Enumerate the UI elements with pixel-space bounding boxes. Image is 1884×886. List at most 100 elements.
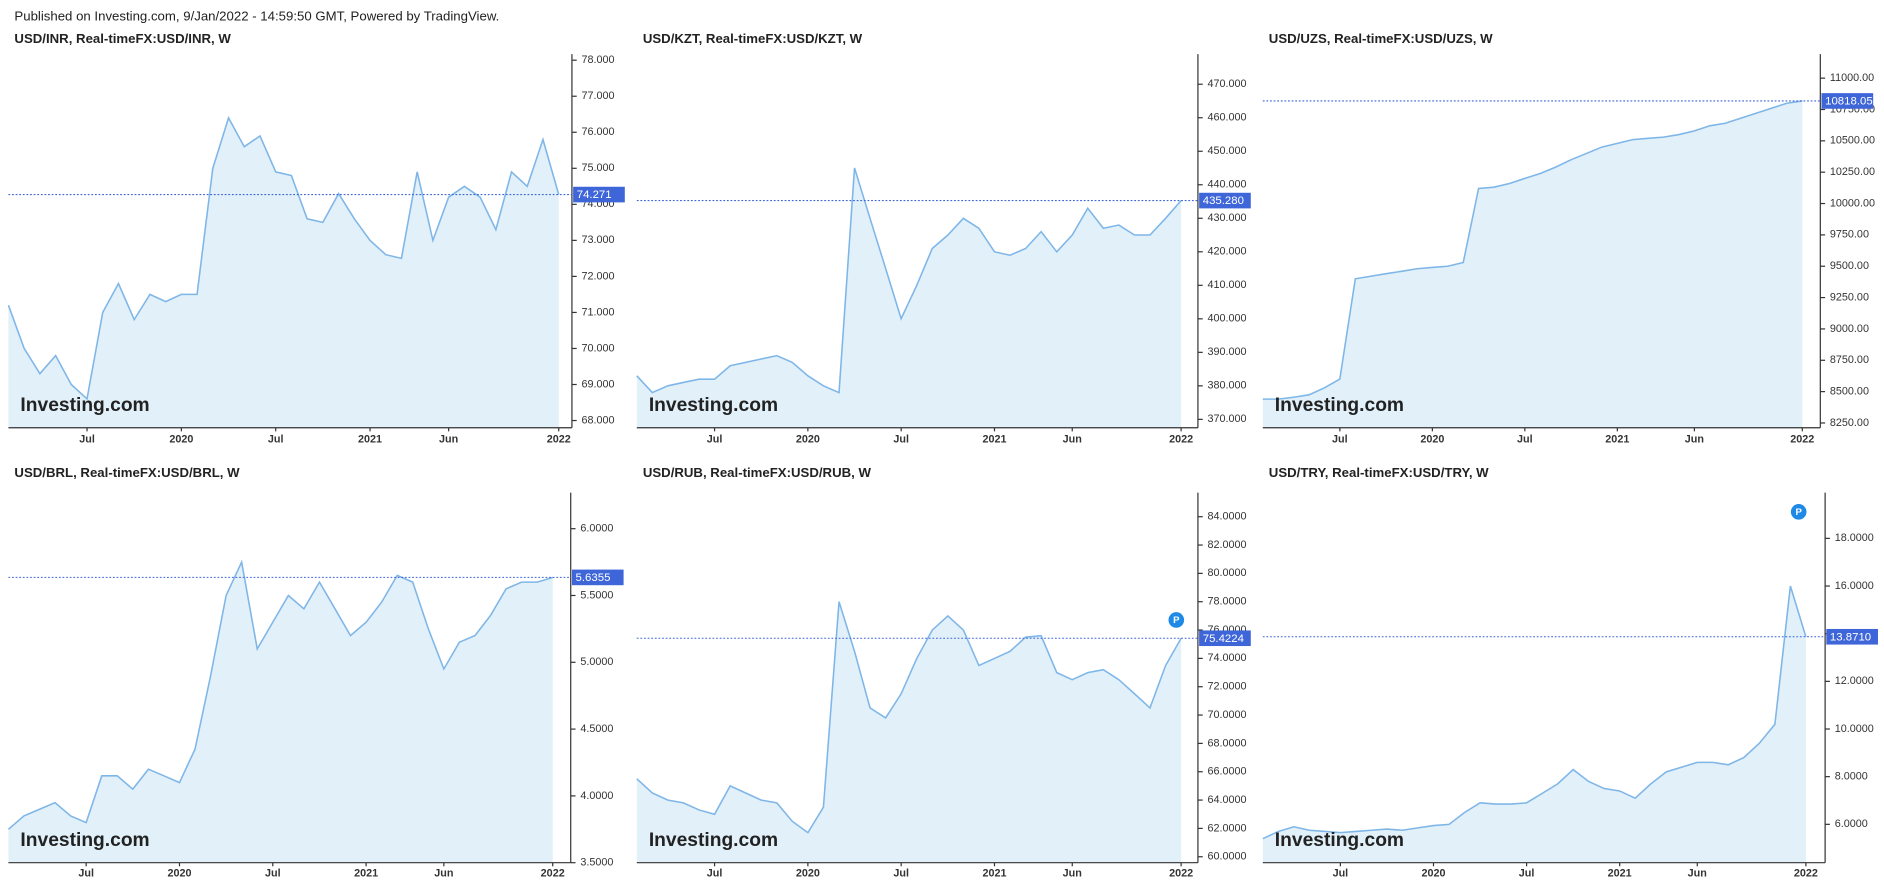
x-tick-label: Jul [707,867,723,879]
y-tick-label: 380.000 [1208,380,1247,392]
y-tick-label: 6.0000 [1835,818,1868,830]
y-tick-label: 410.000 [1208,279,1247,291]
chart-title: USD/RUB, Real-timeFX:USD/RUB, W [643,465,872,480]
y-tick-label: 9750.00 [1830,229,1869,241]
y-tick-label: 8500.00 [1830,385,1869,397]
price-line [7,115,560,401]
y-tick-label: 8.0000 [1835,771,1868,783]
y-tick-label: 69.000 [582,378,615,390]
area-fill [1262,100,1803,428]
y-tick-label: 4.5000 [580,723,613,735]
y-tick-label: 9250.00 [1830,291,1869,303]
x-tick-label: 2021 [982,867,1006,879]
y-tick-label: 9000.00 [1830,323,1869,335]
area-fill [1262,585,1806,863]
y-tick-label: 68.000 [582,414,615,426]
y-tick-label: 75.000 [582,162,615,174]
header: Published on Investing.com, 9/Jan/2022 -… [14,8,499,23]
y-tick-label: 4.0000 [580,790,613,802]
x-tick-label: 2020 [169,434,193,446]
x-tick-label: Jun [1685,434,1704,446]
x-tick-label: 2022 [1169,867,1193,879]
y-tick-label: 400.000 [1208,313,1247,325]
last-price-box [1199,192,1251,209]
watermark: Investing.com [20,395,149,416]
x-tick-label: 2022 [547,434,571,446]
y-tick-label: 78.000 [582,54,615,66]
chart-title: USD/BRL, Real-timeFX:USD/BRL, W [14,465,240,480]
y-tick-label: 11000.00 [1830,72,1874,84]
x-tick-label: Jun [1688,867,1707,879]
watermark: Investing.com [1275,395,1404,416]
last-price-box [571,569,624,586]
badge-label: P [1173,615,1180,626]
y-tick-label: 6.0000 [580,523,613,535]
y-tick-label: 72.000 [582,270,615,282]
y-tick-label: 8250.00 [1830,417,1869,429]
x-tick-label: 2022 [541,867,565,879]
x-tick-label: Jun [1063,867,1082,879]
price-line [1262,585,1807,840]
watermark: Investing.com [649,395,778,416]
y-tick-label: 5.0000 [580,656,613,668]
watermark: Investing.com [1275,830,1404,851]
y-tick-label: 80.0000 [1208,567,1247,579]
y-tick-label: 18.0000 [1835,532,1874,544]
x-tick-label: Jul [893,434,909,446]
y-tick-label: 420.000 [1208,246,1247,258]
x-tick-label: Jul [893,867,909,879]
badge-label: P [1795,507,1802,518]
y-tick-label: 5.5000 [580,589,613,601]
y-tick-label: 470.000 [1208,78,1247,90]
x-tick-label: 2021 [358,434,382,446]
y-tick-label: 62.0000 [1208,822,1247,834]
x-tick-label: 2022 [1794,867,1818,879]
y-tick-label: 73.000 [582,234,615,246]
x-tick-label: 2021 [982,434,1006,446]
y-tick-label: 66.0000 [1208,766,1247,778]
y-tick-label: 450.000 [1208,145,1247,157]
y-tick-label: 3.5000 [580,857,613,869]
area-fill [8,562,553,863]
badge [1790,504,1807,520]
chart-title: USD/KZT, Real-timeFX:USD/KZT, W [643,31,863,46]
y-tick-label: 74.0000 [1208,652,1247,664]
x-tick-label: 2022 [1169,434,1193,446]
y-tick-label: 370.000 [1208,413,1247,425]
last-price-label: 10818.05 [1825,96,1873,108]
x-tick-label: Jul [1332,434,1348,446]
x-tick-label: 2022 [1790,434,1814,446]
last-price-label: 13.8710 [1830,631,1871,643]
chart-title: USD/TRY, Real-timeFX:USD/TRY, W [1269,465,1489,480]
x-tick-label: 2020 [796,434,820,446]
last-price-label: 435.280 [1203,195,1244,207]
y-tick-label: 10.0000 [1835,723,1874,735]
price-line [1262,100,1803,400]
x-tick-label: 2020 [1421,867,1445,879]
y-tick-label: 72.0000 [1208,681,1247,693]
area-fill [636,167,1182,428]
x-tick-label: 2020 [167,867,191,879]
chart-panel: Investing.com USD/KZT, Real-timeFX:USD/KZ… [636,31,1251,446]
y-tick-label: 16.0000 [1835,580,1874,592]
last-price-label: 5.6355 [576,572,611,584]
area-fill [8,117,559,428]
x-tick-label: Jul [79,434,95,446]
y-tick-label: 78.0000 [1208,596,1247,608]
watermark: Investing.com [649,830,778,851]
y-tick-label: 430.000 [1208,212,1247,224]
x-tick-label: Jun [434,867,453,879]
x-tick-label: Jun [439,434,458,446]
chart-panel: Investing.com USD/RUB, Real-timeFX:USD/RU… [636,465,1251,879]
last-price-label: 75.4224 [1203,633,1245,645]
area-fill [636,601,1182,863]
y-tick-label: 82.0000 [1208,539,1247,551]
chart-title: USD/INR, Real-timeFX:USD/INR, W [14,31,231,46]
watermark: Investing.com [20,830,149,851]
y-tick-label: 10500.00 [1830,135,1875,147]
x-tick-label: Jul [268,434,284,446]
x-tick-label: 2020 [1420,434,1444,446]
chart-panel: Investing.com USD/BRL, Real-timeFX:USD/BR… [7,465,624,879]
x-tick-label: Jul [78,867,94,879]
